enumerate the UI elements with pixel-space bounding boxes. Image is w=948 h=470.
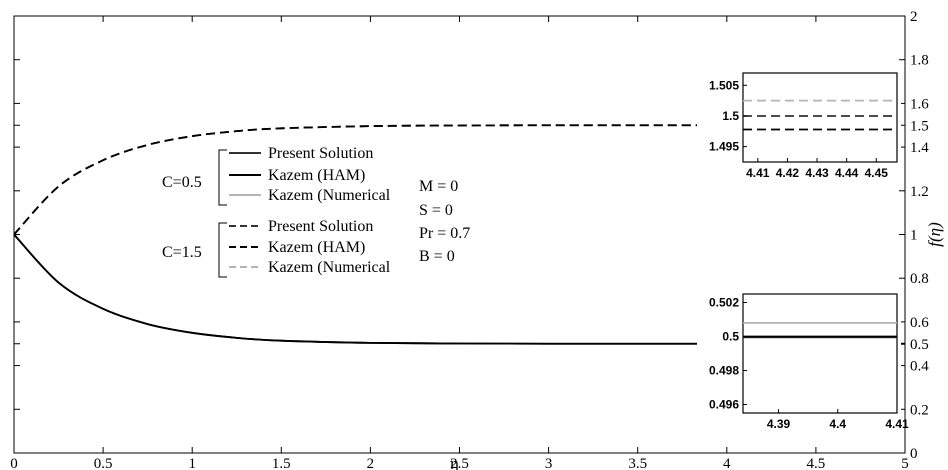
- y-axis-label: f(η): [925, 222, 944, 247]
- inset-y-tick-label: 1.5: [722, 109, 739, 123]
- parameter-label: Pr = 0.7: [419, 225, 470, 242]
- inset-x-tick-label: 4.44: [835, 166, 859, 180]
- y-tick-label: 2: [910, 9, 918, 25]
- x-axis-label: η: [450, 454, 459, 470]
- x-tick-label: 1.5: [272, 456, 291, 470]
- x-tick-label: 3.5: [628, 456, 647, 470]
- inset-x-tick-label: 4.43: [805, 166, 829, 180]
- y-tick-label: 0.8: [910, 271, 929, 287]
- legend: C=0.5 Present Solution Kazem (HAM) Kazem (N…: [162, 145, 391, 278]
- inset-y-tick-label: 1.495: [709, 140, 739, 154]
- legend-bracket: [218, 149, 227, 206]
- legend-group-label: C=0.5: [162, 174, 202, 191]
- legend-group-label: C=1.5: [162, 244, 202, 261]
- x-tick-label: 2.5: [450, 456, 469, 470]
- legend-bracket: [218, 222, 227, 278]
- x-tick-label: 0.5: [94, 456, 113, 470]
- x-tick-label: 4: [723, 456, 731, 470]
- x-tick-label: 4.5: [807, 456, 826, 470]
- inset-y-tick-label: 0.502: [709, 296, 739, 310]
- parameter-label: S = 0: [419, 202, 453, 219]
- inset-x-tick-label: 4.41: [746, 166, 770, 180]
- inset-frame: [742, 72, 898, 163]
- parameter-label: M = 0: [419, 178, 458, 195]
- legend-entry: Kazem (Numerical: [268, 187, 391, 204]
- inset-x-tick-label: 4.42: [776, 166, 800, 180]
- y-tick-label: 1.6: [910, 96, 929, 112]
- legend-entry: Present Solution: [268, 218, 373, 235]
- x-tick-label: 0: [10, 456, 18, 470]
- inset-bottom-plot: 4.39 4.4 4.41 0.496 0.498 0.5 0.502: [697, 292, 909, 435]
- y-tick-label: 0.4: [910, 359, 929, 375]
- parameter-annotations: M = 0 S = 0 Pr = 0.7 B = 0: [419, 178, 470, 265]
- legend-entry: Kazem (HAM): [268, 239, 365, 256]
- inset-y-tick-label: 0.5: [722, 330, 739, 344]
- inset-x-tick-label: 4.45: [865, 166, 889, 180]
- legend-entry: Present Solution: [268, 145, 373, 162]
- y-tick-label: 0.5: [910, 337, 929, 353]
- y-tick-label: 0.2: [910, 402, 929, 418]
- legend-entry: Kazem (Numerical: [268, 259, 391, 276]
- inset-x-tick-label: 4.39: [767, 417, 791, 431]
- inset-frame: [742, 293, 898, 414]
- y-tick-label: 1.8: [910, 53, 929, 69]
- y-tick-label: 0.6: [910, 315, 929, 331]
- inset-y-tick-label: 0.498: [709, 364, 739, 378]
- y-tick-label: 1: [910, 228, 918, 244]
- y-tick-label: 1.2: [910, 184, 929, 200]
- inset-x-tick-label: 4.4: [829, 417, 846, 431]
- inset-y-tick-label: 1.505: [709, 78, 739, 92]
- x-tick-label: 3: [545, 456, 553, 470]
- y-tick-label: 1.4: [910, 140, 929, 156]
- legend-entry: Kazem (HAM): [268, 167, 365, 184]
- x-tick-label: 2: [367, 456, 375, 470]
- y-tick-label: 0: [910, 446, 918, 462]
- y-tick-label: 1.5: [910, 118, 929, 134]
- x-tick-label: 5: [901, 456, 909, 470]
- inset-x-tick-label: 4.41: [885, 417, 909, 431]
- inset-y-tick-label: 0.496: [709, 398, 739, 412]
- x-tick-label: 1: [188, 456, 196, 470]
- parameter-label: B = 0: [419, 248, 455, 265]
- inset-top-plot: 4.41 4.42 4.43 4.44 4.45 1.495 1.5 1.505: [697, 71, 901, 184]
